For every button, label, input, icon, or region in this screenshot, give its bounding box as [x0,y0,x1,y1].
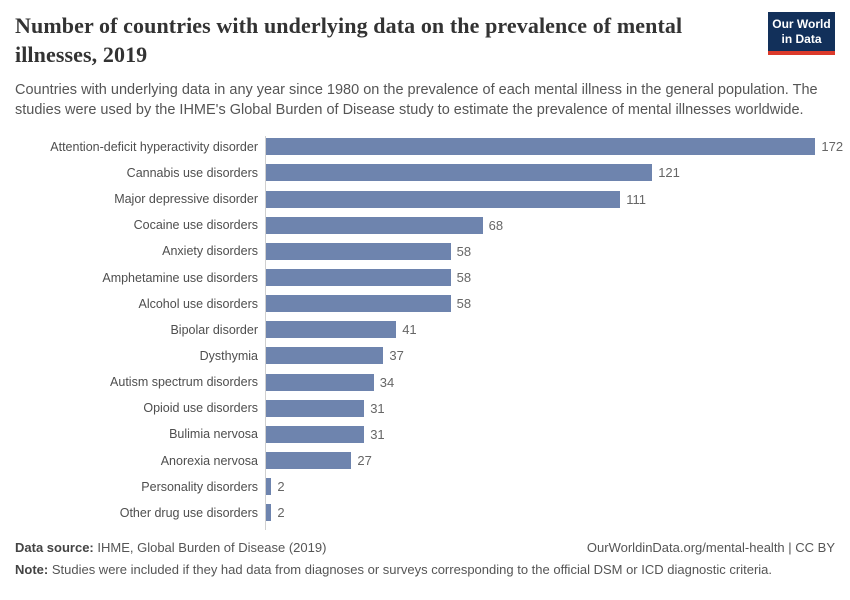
bar [265,138,816,156]
owid-logo-line2: in Data [781,32,822,46]
category-label: Anxiety disorders [162,244,258,259]
bar [265,321,397,339]
bar-track: 27 [258,452,835,470]
value-label: 58 [456,243,472,259]
footer-source-line: Data source: IHME, Global Burden of Dise… [15,540,835,555]
chart-footer: Data source: IHME, Global Burden of Dise… [15,540,835,577]
category-label: Major depressive disorder [114,192,258,207]
chart-row: Bulimia nervosa 31 [15,421,835,447]
category-label: Alcohol use disorders [138,296,258,311]
category-label: Amphetamine use disorders [102,270,258,285]
category-label: Attention-deficit hyperactivity disorder [50,139,258,154]
chart-header: Number of countries with underlying data… [15,12,835,121]
bar-track: 2 [258,478,835,496]
value-label: 37 [389,348,404,364]
value-label: 172 [821,139,844,155]
value-label: 58 [456,296,472,312]
bar [265,399,365,417]
bar-track: 2 [258,504,835,522]
bar [265,216,483,234]
value-label: 41 [402,322,417,338]
bar-track: 172 [258,138,844,156]
bar [265,373,374,391]
bar [265,269,451,287]
bar-track: 58 [258,295,835,313]
chart-row: Personality disorders 2 [15,474,835,500]
chart-row: Alcohol use disorders 58 [15,291,835,317]
chart-row: Anorexia nervosa 27 [15,447,835,473]
bar-track: 58 [258,269,835,287]
data-source-label: Data source: [15,539,94,555]
category-label: Other drug use disorders [119,505,258,520]
bar [265,504,272,522]
chart-subtitle: Countries with underlying data in any ye… [15,82,818,119]
bar [265,190,621,208]
bar-chart: Attention-deficit hyperactivity disorder… [15,134,843,530]
page-title: Number of countries with underlying data… [15,13,683,67]
bar [265,452,352,470]
note-text: Studies were included if they had data f… [48,561,773,577]
chart-row: Bipolar disorder 41 [15,317,835,343]
bar-track: 68 [258,216,835,234]
footer-note-line: Note: Studies were included if they had … [15,562,835,577]
bar-track: 58 [258,242,835,260]
chart-row: Amphetamine use disorders 58 [15,264,835,290]
category-label: Anorexia nervosa [160,453,258,468]
category-label: Cocaine use disorders [133,218,258,233]
value-label: 2 [277,479,285,495]
chart-row: Anxiety disorders 58 [15,238,835,264]
note-label: Note: [15,561,49,577]
value-label: 31 [370,400,385,416]
chart-row: Autism spectrum disorders 34 [15,369,835,395]
category-label: Personality disorders [141,479,258,494]
value-label: 2 [277,505,285,521]
value-label: 121 [658,165,680,181]
chart-row: Major depressive disorder 111 [15,186,835,212]
category-label: Opioid use disorders [143,401,258,416]
chart-row: Attention-deficit hyperactivity disorder… [15,134,843,160]
bar [265,425,365,443]
bar-track: 31 [258,399,835,417]
value-label: 111 [626,191,646,207]
bar [265,164,653,182]
value-label: 27 [357,453,372,469]
value-label: 68 [488,217,504,233]
owid-credit-link[interactable]: OurWorldinData.org/mental-health | CC BY [586,539,835,555]
bar-track: 37 [258,347,835,365]
bar-track: 111 [258,190,835,208]
y-axis-line [265,135,266,530]
bar [265,347,384,365]
category-label: Dysthymia [199,348,258,363]
owid-logo: Our World in Data [768,12,835,55]
chart-rows: Attention-deficit hyperactivity disorder… [15,134,843,526]
bar-track: 121 [258,164,835,182]
bar [265,295,451,313]
bar [265,242,451,260]
bar-track: 31 [258,425,835,443]
owid-logo-line1: Our World [772,17,831,31]
category-label: Autism spectrum disorders [110,375,258,390]
category-label: Bulimia nervosa [169,427,258,442]
chart-row: Opioid use disorders 31 [15,395,835,421]
data-source: Data source: IHME, Global Burden of Dise… [15,540,326,555]
bar-track: 41 [258,321,835,339]
category-label: Cannabis use disorders [126,165,258,180]
chart-row: Cannabis use disorders 121 [15,160,835,186]
bar-track: 34 [258,373,835,391]
value-label: 58 [456,270,472,286]
bar [265,478,272,496]
chart-row: Dysthymia 37 [15,343,835,369]
chart-row: Cocaine use disorders 68 [15,212,835,238]
category-label: Bipolar disorder [170,322,258,337]
value-label: 34 [379,374,395,390]
value-label: 31 [370,426,385,442]
chart-row: Other drug use disorders 2 [15,500,835,526]
data-source-text: IHME, Global Burden of Disease (2019) [93,539,327,555]
